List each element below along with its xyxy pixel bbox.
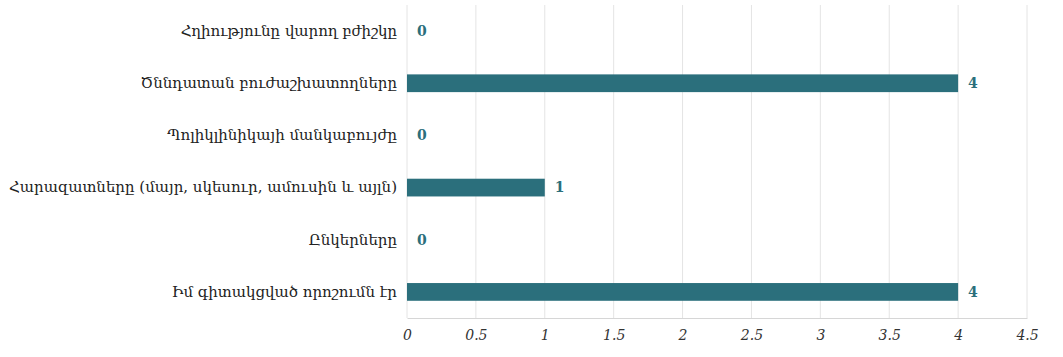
plot: 0 0.5 1 1.5 2 2.5 3 3.5 4 4.5 Հղիությունը վարող բժ…: [9, 5, 1039, 343]
tick: 4.5: [1015, 318, 1038, 343]
grid-line: [682, 5, 683, 318]
data-label: 4: [968, 75, 978, 91]
chart: 0 0.5 1 1.5 2 2.5 3 3.5 4 4.5 Հղիությունը վարող բժ…: [0, 0, 1063, 357]
tick: Իմ գիտակցված որոշումն էր: [172, 283, 407, 301]
category-label: Ընկերները: [309, 231, 398, 249]
category-label: Ծննդատան բուժաշխատողները: [140, 74, 397, 92]
tick-label: 2: [678, 327, 688, 343]
grid: [407, 5, 1027, 318]
tick: 2.5: [740, 318, 763, 343]
tick: Ընկերները: [309, 231, 407, 249]
tick: 3: [816, 318, 825, 343]
tick-label: 4: [953, 327, 963, 343]
tick-label: 4.5: [1015, 327, 1038, 343]
grid-line: [1027, 5, 1028, 318]
bar: [407, 127, 408, 145]
tick-label: 0: [403, 327, 412, 343]
data-label: 0: [417, 127, 427, 143]
data-label: 0: [417, 232, 427, 248]
y-axis: Հղիությունը վարող բժիշկը Ծննդատան բուժաշխ…: [9, 22, 407, 301]
tick-label: 2.5: [740, 327, 763, 343]
bar: [407, 22, 408, 40]
tick-label: 3.5: [879, 327, 901, 343]
data-label: 1: [555, 179, 565, 195]
tick: 4: [953, 318, 963, 343]
category-label: Իմ գիտակցված որոշումն էր: [172, 283, 398, 301]
bar: [407, 74, 958, 92]
grid-line: [958, 5, 959, 318]
category-label: Պոլիկլինիկայի մանկաբույժը: [167, 126, 397, 144]
x-axis: 0 0.5 1 1.5 2 2.5 3 3.5 4 4.5: [403, 318, 1039, 343]
grid-line: [407, 5, 408, 318]
grid-line: [889, 5, 890, 318]
tick: 0: [403, 318, 412, 343]
tick-label: 1: [541, 327, 550, 343]
axis-line: [408, 318, 1028, 319]
grid-line: [751, 5, 752, 318]
tick-label: 0.5: [465, 327, 487, 343]
tick-label: 3: [816, 327, 825, 343]
tick: 0.5: [465, 318, 487, 343]
tick: 1.5: [603, 318, 625, 343]
grid-line: [613, 5, 614, 318]
data-label: 4: [968, 284, 978, 300]
tick: Ծննդատան բուժաշխատողները: [140, 74, 407, 92]
data-label: 0: [417, 23, 427, 39]
grid-line: [544, 5, 545, 318]
tick-label: 1.5: [603, 327, 625, 343]
data-labels: 0 4 0 1 0 4: [417, 23, 978, 300]
category-label: Հղիությունը վարող բժիշկը: [181, 22, 398, 40]
bar: [407, 283, 958, 301]
tick: 2: [678, 318, 688, 343]
tick: 1: [541, 318, 550, 343]
tick: Հղիությունը վարող բժիշկը: [181, 22, 407, 40]
tick: Պոլիկլինիկայի մանկաբույժը: [167, 126, 407, 144]
tick: Հարազատները (մայր, սկեսուր, ամուսին և այ…: [9, 178, 407, 196]
grid-line: [820, 5, 821, 318]
category-label: Հարազատները (մայր, սկեսուր, ամուսին և այ…: [9, 178, 397, 196]
bar: [407, 231, 408, 249]
bars: [407, 74, 958, 300]
tick: 3.5: [879, 318, 901, 343]
grid-line: [475, 5, 476, 318]
bar: [407, 179, 545, 197]
